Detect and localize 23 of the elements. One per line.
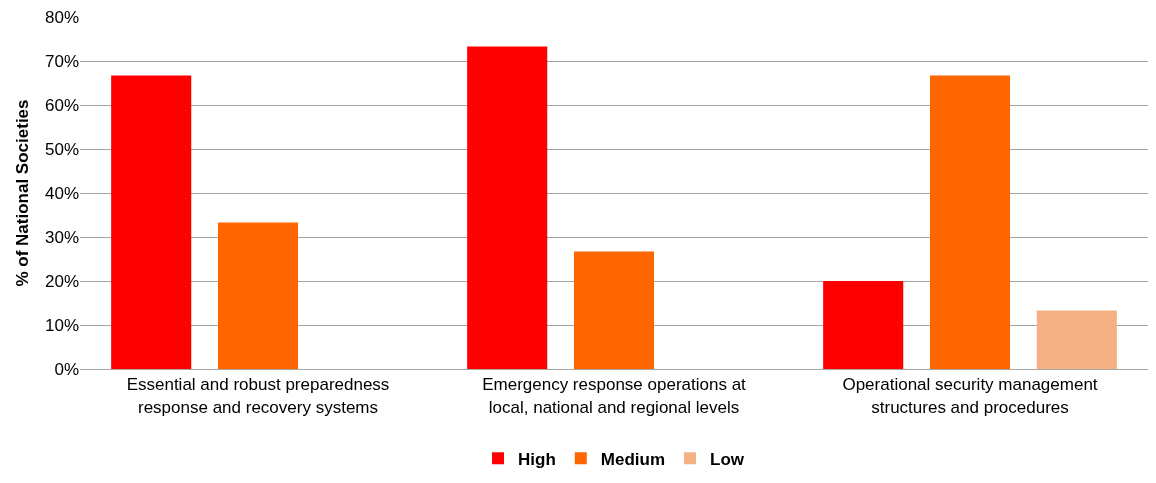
x-tick-label: Essential and robust preparedness response and recovery systems (126, 375, 390, 417)
y-tick-label: 70% (44, 51, 79, 71)
x-tick-label: Emergency response operations at local, national and regional levels (482, 375, 747, 417)
bar (217, 222, 299, 369)
y-tick-label: 80% (44, 7, 79, 27)
legend-label: High (518, 449, 556, 469)
y-tick-label: 20% (44, 271, 79, 291)
y-tick-label: 50% (44, 139, 79, 159)
y-tick-label: 30% (44, 227, 79, 247)
y-tick-label: 40% (44, 183, 79, 203)
legend-label: Medium (600, 449, 666, 469)
bar (1036, 310, 1117, 369)
legend-label: Low (710, 449, 745, 469)
x-tick-label: Operational security management structures and procedures (842, 375, 1098, 417)
y-tick-label: 60% (44, 95, 79, 115)
bar (929, 75, 1011, 369)
y-tick-label: 10% (44, 315, 79, 335)
bar (823, 281, 904, 369)
y-axis-title: % of National Societies (12, 99, 32, 287)
bar (573, 251, 655, 369)
bar (111, 75, 192, 369)
bar (467, 46, 548, 369)
y-tick-label: 0% (54, 359, 79, 379)
